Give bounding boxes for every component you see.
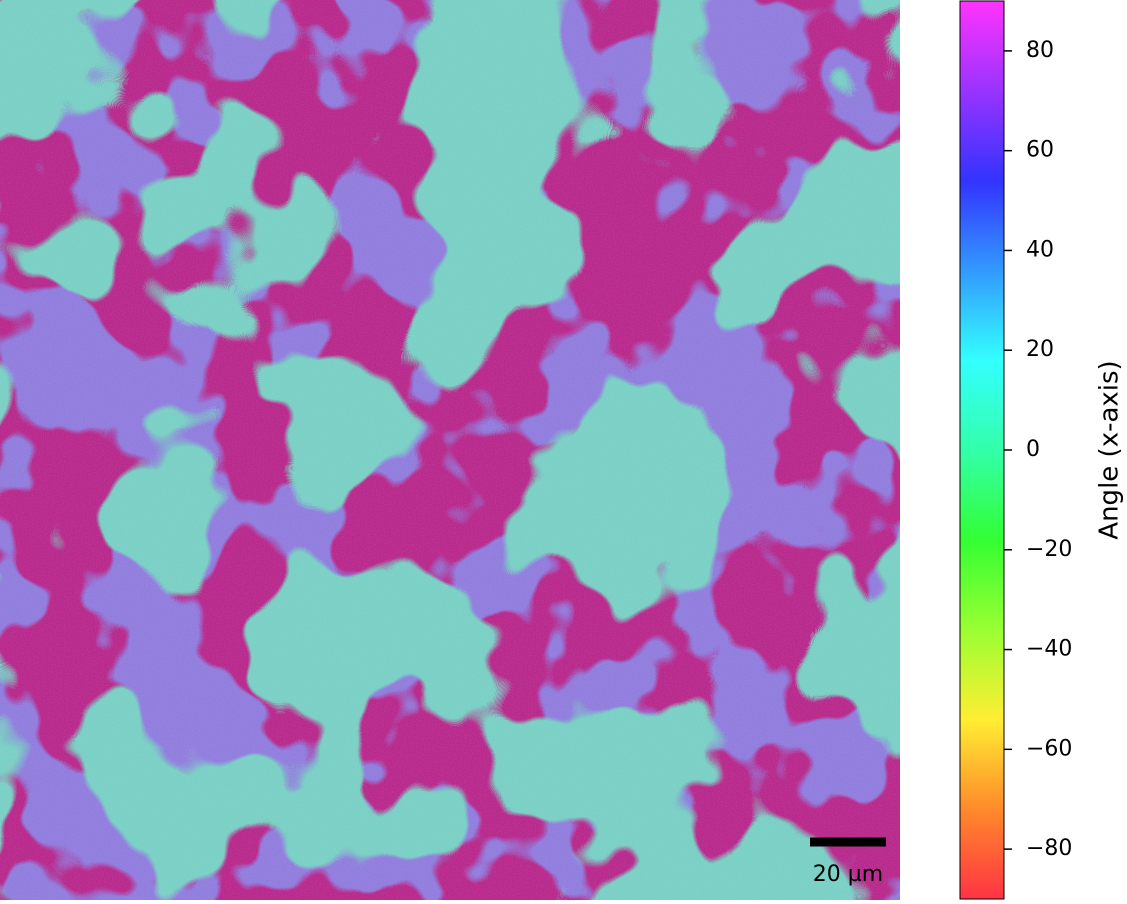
- colorbar-tick-label: −20: [1026, 537, 1072, 562]
- colorbar: [959, 0, 1005, 900]
- colorbar-tick-label: −80: [1026, 836, 1072, 861]
- colorbar-tick-label: 60: [1026, 138, 1054, 163]
- colorbar-tick-label: −40: [1026, 637, 1072, 662]
- colorbar-tick-label: −60: [1026, 736, 1072, 761]
- micrograph: [0, 0, 900, 900]
- colorbar-label: Angle (x-axis): [1095, 360, 1125, 539]
- colorbar-tick-label: 20: [1026, 337, 1054, 362]
- scale-bar-label: 20 µm: [813, 862, 883, 887]
- colorbar-tick-label: 0: [1026, 437, 1040, 462]
- colorbar-tick-label: 40: [1026, 237, 1054, 262]
- colorbar-tick-label: 80: [1026, 38, 1054, 63]
